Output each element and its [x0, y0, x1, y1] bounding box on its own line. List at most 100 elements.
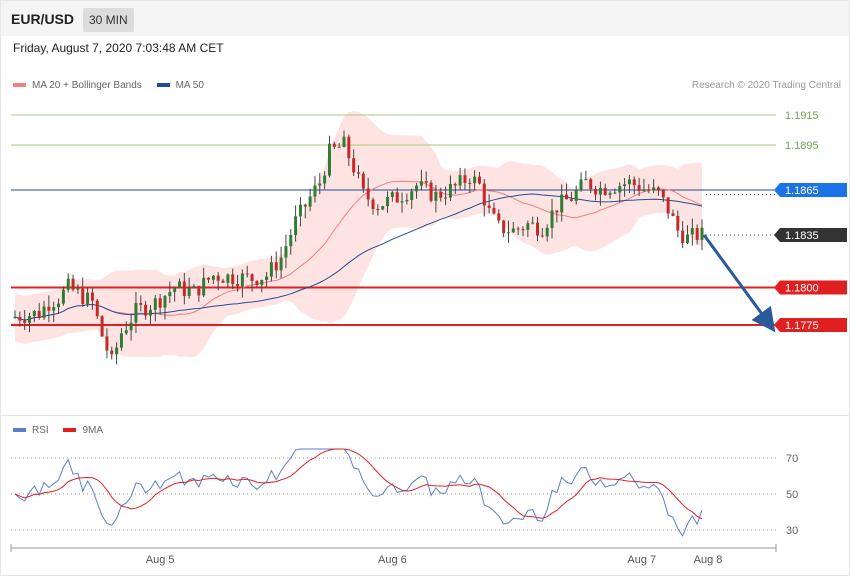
candle	[448, 175, 452, 201]
candle	[405, 193, 409, 205]
candle	[366, 177, 370, 207]
candle	[221, 278, 225, 283]
candle	[148, 305, 152, 324]
candle-body	[429, 182, 433, 201]
candle	[18, 311, 22, 327]
candle-body	[294, 216, 298, 236]
candle-body	[236, 284, 240, 287]
candle-body	[415, 185, 419, 192]
candle	[13, 310, 17, 319]
symbol-title: EUR/USD	[11, 11, 75, 27]
x-tick-label: Aug 7	[627, 554, 656, 566]
candle-body	[318, 183, 322, 186]
candle	[327, 135, 331, 178]
price-panel: 1.1915 1.1895 1.1865 1.1835 1.1800 1.1775	[11, 110, 847, 365]
candle	[453, 182, 457, 194]
candle	[110, 346, 114, 360]
candle	[352, 149, 356, 176]
candle	[482, 178, 486, 217]
candle	[434, 184, 438, 213]
candle	[536, 216, 540, 241]
candle	[594, 186, 598, 201]
candle	[681, 221, 685, 249]
candle	[497, 209, 501, 224]
candle-body	[168, 292, 172, 297]
chart-credit: Research © 2020 Trading Central	[691, 80, 841, 91]
candle-body	[110, 350, 114, 355]
candle-body	[255, 281, 259, 286]
candle-body	[207, 277, 211, 280]
candle	[608, 191, 612, 199]
candle-body	[347, 136, 351, 159]
candle	[52, 301, 56, 323]
candle-body	[444, 197, 448, 199]
candle	[134, 291, 138, 333]
candle-body	[71, 278, 75, 290]
candle	[555, 210, 559, 223]
candle	[236, 274, 240, 292]
candle	[129, 313, 133, 341]
candle	[652, 179, 656, 193]
rsi-line	[14, 448, 703, 537]
candle	[192, 284, 196, 289]
candle	[231, 268, 235, 290]
candle-body	[357, 172, 360, 174]
candle-body	[298, 204, 302, 217]
candle	[666, 197, 670, 219]
candle	[526, 220, 530, 237]
candle-body	[81, 288, 85, 305]
candle	[158, 293, 162, 315]
candle	[187, 277, 191, 299]
candle-body	[95, 300, 99, 317]
candle-body	[637, 185, 641, 191]
candle	[419, 169, 423, 191]
candle-body	[269, 262, 273, 277]
candle-body	[487, 205, 491, 208]
candle-body	[618, 186, 622, 193]
candle	[245, 265, 249, 278]
level-label-bg-2	[774, 183, 847, 197]
candle-body	[124, 330, 128, 334]
level-label-bg-3	[774, 228, 847, 242]
candle-body	[42, 306, 46, 318]
candle	[400, 192, 404, 213]
timeframe-badge[interactable]: 30 MIN	[83, 8, 134, 32]
candle	[240, 269, 244, 298]
candle-body	[260, 280, 264, 286]
candle	[211, 274, 215, 285]
candle	[371, 197, 375, 215]
candle-body	[598, 187, 602, 195]
chart-header: EUR/USD 30 MIN	[1, 1, 849, 36]
candle	[303, 203, 307, 219]
candle-body	[453, 184, 457, 186]
candle	[119, 328, 123, 351]
level-label-5: 1.1775	[785, 320, 819, 332]
candle-body	[153, 298, 157, 310]
candle-body	[182, 281, 186, 296]
candle	[458, 167, 462, 190]
candle-body	[134, 303, 138, 323]
candle	[357, 165, 360, 179]
candle	[545, 224, 549, 242]
x-tick-label: Aug 5	[146, 554, 175, 566]
candle	[506, 220, 510, 243]
candle	[565, 183, 569, 200]
candle	[671, 209, 675, 217]
candle	[318, 172, 322, 195]
legend-ma20: MA 20 + Bollinger Bands	[13, 80, 142, 91]
candle-body	[419, 181, 423, 186]
candle	[550, 198, 554, 239]
candle	[487, 194, 491, 214]
candle-body	[700, 227, 704, 240]
candle-body	[32, 310, 36, 317]
candle	[207, 277, 211, 284]
candle	[381, 205, 385, 211]
candle-body	[536, 222, 540, 236]
candle-body	[390, 192, 394, 197]
candle-body	[144, 304, 148, 316]
candle-body	[376, 208, 380, 210]
candle	[477, 172, 481, 185]
candle-body	[690, 228, 694, 235]
candle	[90, 287, 94, 310]
candle-body	[526, 223, 530, 230]
